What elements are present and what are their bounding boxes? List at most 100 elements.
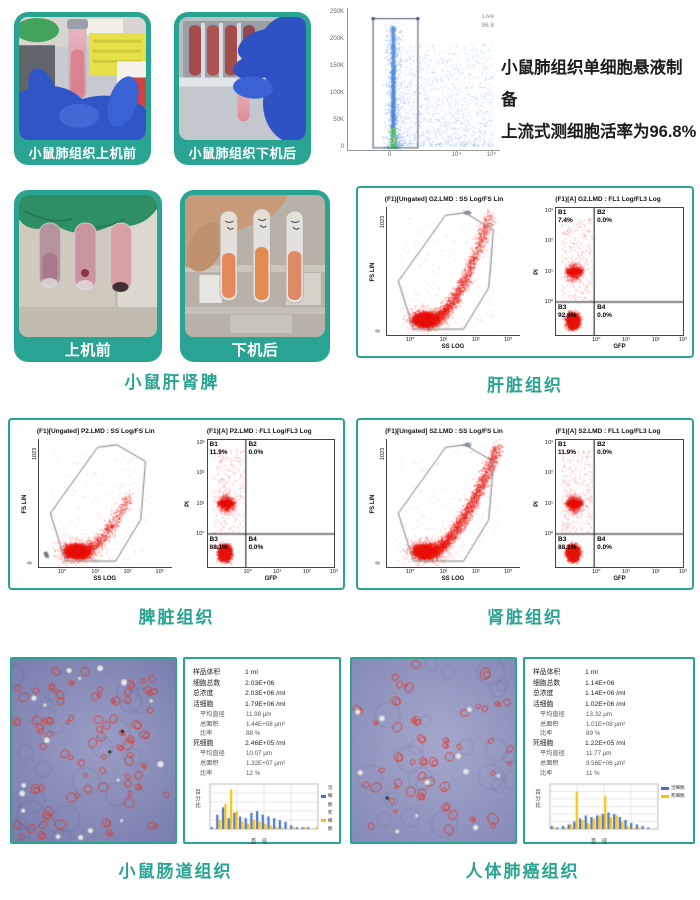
lung-scatter-canvas	[348, 8, 500, 150]
photo-card-lung-after: 小鼠肺组织下机后	[174, 12, 311, 165]
plot-title: (F1)[Ungated] P2.LMD : SS Log/FS Lin	[36, 428, 155, 435]
intestine-group-slot: 样品体积 1 ml 细胞总数 2.03E+06 总浓度 2.03E+06 /ml 活细胞 1.…	[10, 657, 341, 882]
stat-row: 平均直径 11.98 μm	[193, 710, 336, 720]
axis-tick: 10⁰	[405, 337, 415, 343]
axis-tick: 10¹	[621, 337, 630, 343]
stat-value: 2.03E+06 /ml	[245, 690, 286, 698]
plot-title: (F1)[A] P2.LMD : FL1 Log/FL3 Log	[206, 428, 312, 435]
liver-panel-slot: (F1)[Ungated] G2.LMD : SS Log/FS Lin FS …	[356, 186, 694, 396]
stat-label: 总面积	[200, 760, 219, 768]
stat-value: 1.22E+05 /ml	[585, 739, 626, 747]
axis-tick: 10¹	[439, 569, 448, 575]
hist-legend: 活细胞 死细胞	[661, 784, 685, 800]
quadrant-label-b3: B3 88.1%	[558, 535, 577, 551]
y-axis-ticks: 10⁰ 10¹ 10² 10³	[541, 207, 555, 336]
stat-value: 1.01E+08 μm²	[586, 720, 626, 728]
axis-tick: 10¹	[621, 569, 630, 575]
hist-canvas	[541, 781, 659, 838]
axis-tick: 10²	[471, 569, 480, 575]
legend-swatch-live	[321, 794, 326, 798]
pi-gfp-plot: (F1)[A] S2.LMD : FL1 Log/FL3 Log PI 10⁰ 1…	[532, 428, 687, 585]
x-axis-ticks: 10⁰ 10¹ 10² 10³	[386, 568, 520, 576]
stat-label: 比率	[540, 730, 553, 738]
x-axis-ticks: 10⁰ 10¹ 10² 10³	[386, 336, 520, 344]
pi-gfp-plot: (F1)[A] G2.LMD : FL1 Log/FL3 Log PI 10⁰ 1…	[532, 196, 687, 353]
microscopy-image	[10, 657, 177, 844]
hist-y-label: 百分比	[194, 789, 200, 809]
axis-tick: 10³	[545, 439, 553, 446]
hist-x-label: 直 径	[250, 839, 270, 846]
photo-caption-lung-after: 小鼠肺组织下机后	[188, 146, 297, 161]
fs-ss-plot: (F1)[Ungated] G2.LMD : SS Log/FS Lin FS …	[368, 196, 520, 353]
hist-y-label: 百分比	[534, 789, 540, 809]
stat-label: 细胞总数	[533, 679, 561, 687]
stat-row: 总面积 9.56E+06 μm²	[533, 759, 690, 769]
axis-tick: 10⁰	[592, 569, 601, 575]
stat-value: 12 %	[246, 769, 261, 777]
panel-caption: 脾脏组织	[138, 608, 215, 627]
panel-caption: 肝脏组织	[487, 376, 563, 395]
plot-title: (F1)[Ungated] G2.LMD : SS Log/FS Lin	[384, 196, 504, 203]
stat-row: 总面积 1.01E+08 μm²	[533, 720, 690, 730]
hist-x-label: 直 径	[590, 839, 610, 846]
stat-label: 细胞总数	[193, 679, 221, 687]
stat-row: 死细胞 1.22E+05 /ml	[533, 739, 690, 750]
y-axis-label: PI	[533, 500, 540, 507]
lung-plot-x-axis: 0 10⁴ 10⁵	[347, 151, 499, 161]
axis-tick: 250K	[329, 9, 344, 15]
axis-tick: 10¹	[545, 268, 553, 275]
axis-tick: 10⁰	[57, 569, 67, 575]
plot-title: (F1)[A] G2.LMD : FL1 Log/FL3 Log	[555, 196, 661, 203]
legend-dead: 死细胞	[661, 792, 685, 800]
stat-value: 1.02E+06 /ml	[585, 700, 626, 708]
quadrant-canvas	[207, 440, 334, 567]
stat-row: 总浓度 1.14E+06 /ml	[533, 689, 690, 700]
stat-row: 比率 12 %	[193, 769, 336, 779]
quadrant-label-b2: B2 0.0%	[597, 441, 612, 456]
pi-gfp-plot: (F1)[A] P2.LMD : FL1 Log/FL3 Log PI 10⁰ 1…	[184, 428, 338, 585]
stat-label: 总面积	[200, 720, 219, 728]
plot-area: B1 11.9% B2 0.0% B3 88.1% B4 0.0%	[206, 439, 335, 568]
x-axis-label: GFP	[613, 576, 626, 582]
stat-row: 总面积 1.32E+07 μm²	[193, 759, 336, 769]
axis-tick: 10³	[503, 337, 512, 343]
axis-tick: 10²	[196, 469, 205, 476]
headline-text: 小鼠肺组织单细胞悬液制备 上流式测细胞活率为96.8%	[501, 52, 697, 149]
cell-count-panel: 样品体积 1 ml 细胞总数 1.14E+06 总浓度 1.14E+06 /ml 活细胞 1.…	[523, 657, 695, 846]
axis-tick: 10²	[302, 569, 311, 575]
stat-value: 9.56E+06 μm²	[586, 760, 626, 768]
x-axis-label: SS LOG	[441, 344, 465, 350]
legend-live: 活细胞	[661, 784, 685, 792]
scatter-canvas	[39, 439, 172, 567]
axis-tick: 10⁵	[486, 152, 496, 158]
diameter-histogram: 百分比 直 径 活细胞 死细胞	[193, 781, 336, 845]
axis-tick: 10⁴	[451, 152, 462, 158]
photo-card-organs-before: 上机前	[14, 190, 162, 362]
axis-tick: 10³	[678, 337, 687, 343]
axis-tick: 10⁰	[544, 299, 553, 306]
stat-row: 活细胞 1.02E+06 /ml	[533, 700, 690, 711]
stat-value: 11.77 μm	[586, 750, 612, 758]
legend-swatch-dead	[321, 819, 326, 823]
photo-card-organs-after: 下机后	[180, 190, 330, 362]
axis-tick: 10¹	[545, 500, 553, 507]
y-axis-label: FS LIN	[369, 262, 376, 281]
plot-area: B1 11.9% B2 0.0% B3 88.1% B4 0.0%	[555, 439, 684, 568]
axis-tick: 10⁰	[196, 531, 205, 538]
stat-label: 平均直径	[540, 750, 565, 758]
y-axis-ticks: 1023 0	[376, 207, 387, 336]
x-axis-ticks: 10⁰ 10¹ 10² 10³	[38, 568, 172, 576]
y-axis-ticks: 10⁰ 10¹ 10² 10³	[193, 439, 207, 568]
stat-value: 89 %	[586, 730, 601, 738]
headline-line1: 小鼠肺组织单细胞悬液制备	[501, 59, 683, 110]
lung-plot-y-axis: 250K 200K 150K 100K 50K 0	[325, 8, 347, 150]
axis-tick: 0	[387, 152, 392, 158]
quadrant-label-b2: B2 0.0%	[597, 209, 612, 224]
photo-organs-after-illustration	[185, 195, 325, 337]
stat-row: 总浓度 2.03E+06 /ml	[193, 689, 336, 700]
stat-row: 细胞总数 1.14E+06	[533, 679, 690, 690]
axis-tick: 0	[340, 144, 344, 150]
x-axis-ticks: 10⁰ 10¹ 10² 10³	[555, 336, 687, 344]
stat-row: 平均直径 13.32 μm	[533, 710, 690, 720]
stat-value: 2.46E+05 /ml	[245, 739, 286, 747]
